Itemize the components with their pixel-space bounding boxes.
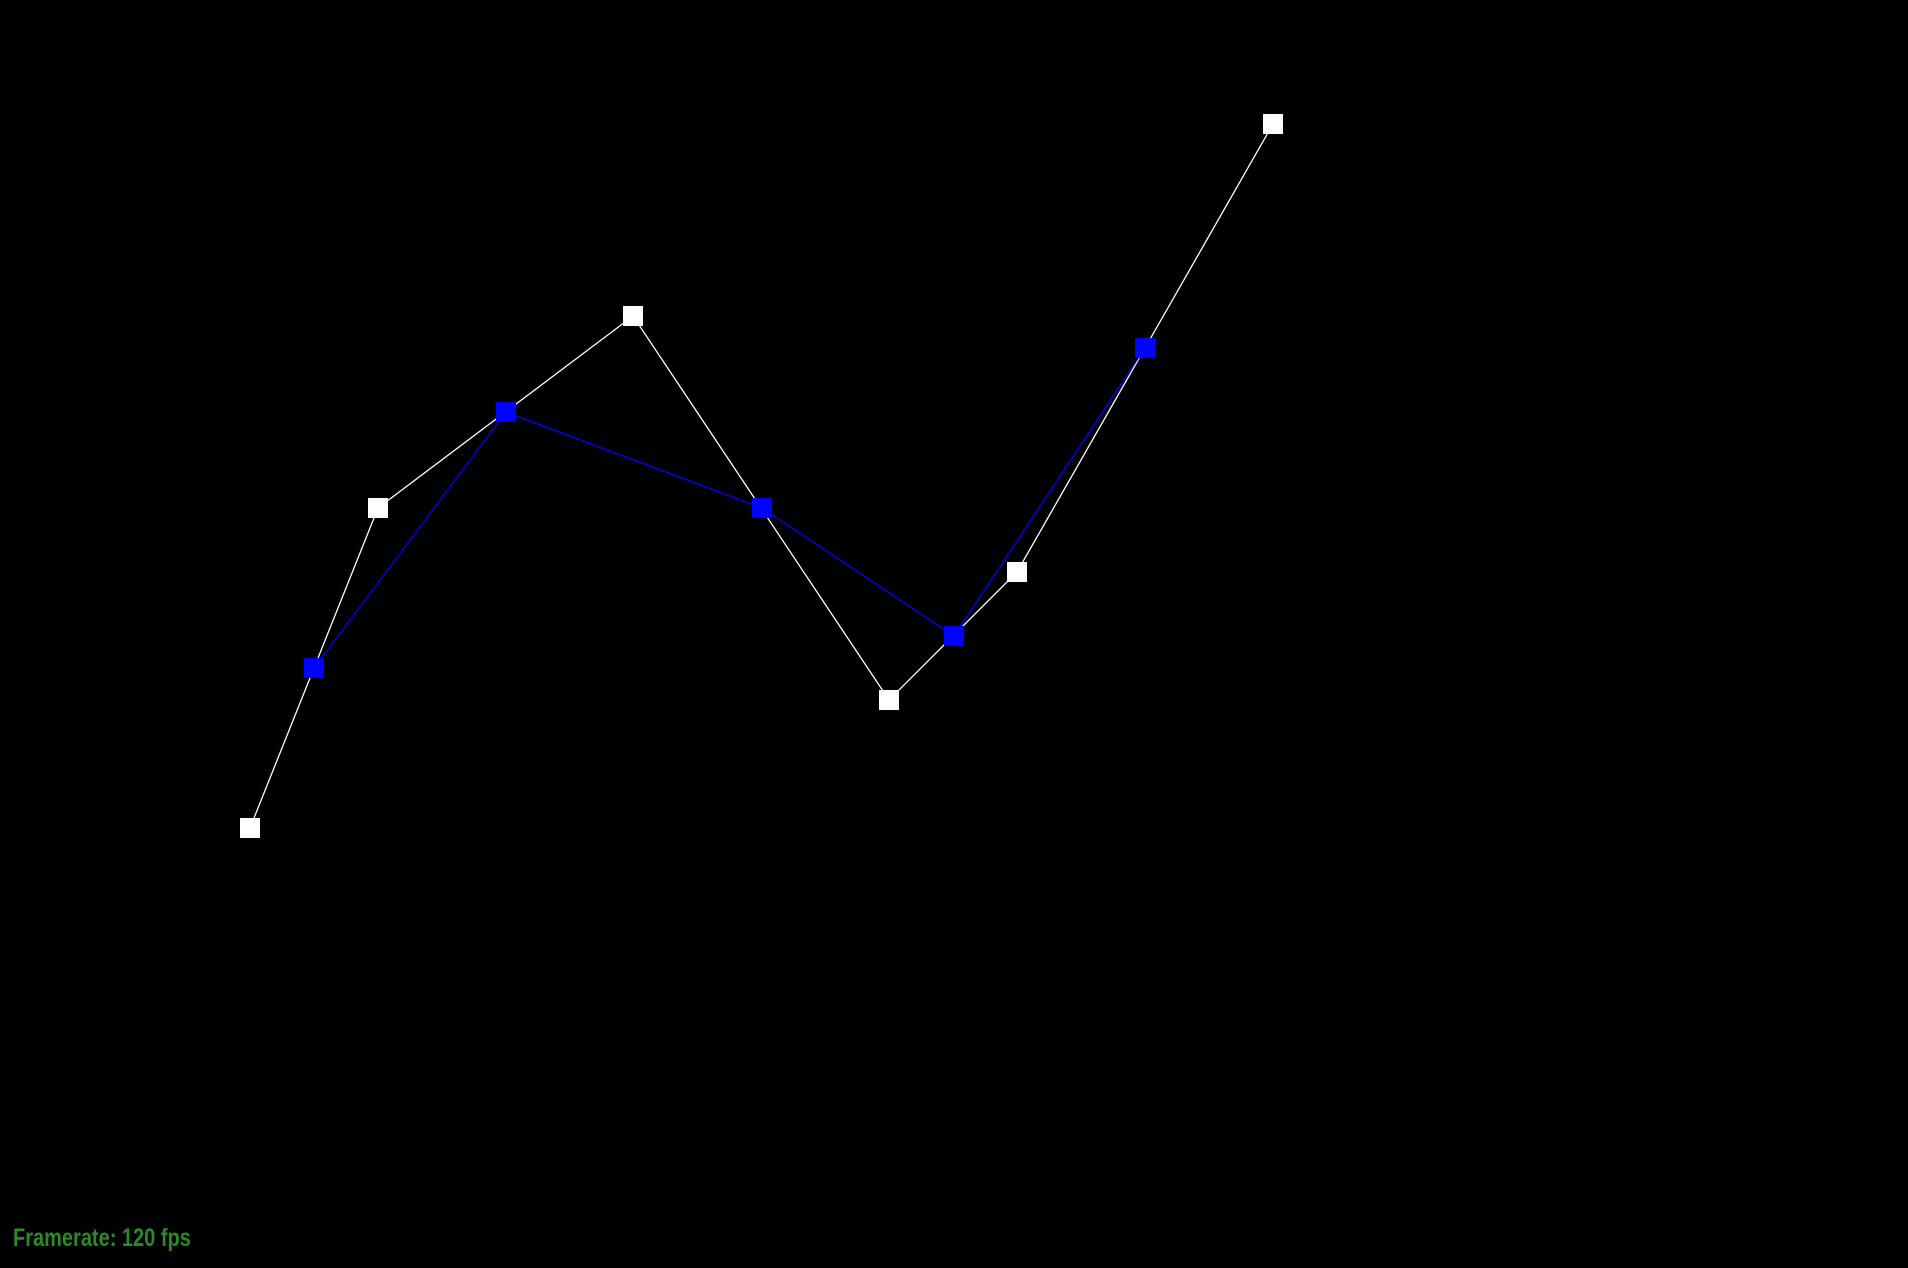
control-point-handle[interactable] [368,498,388,518]
subdivided-point[interactable] [1135,338,1155,358]
control-polygon-line [249,123,1274,829]
subdivided-point[interactable] [496,402,516,422]
subdivided-point[interactable] [944,626,964,646]
subdivided-point[interactable] [304,658,324,678]
control-point-handle[interactable] [240,818,260,838]
subdivided-polygon-line [313,347,1146,669]
control-point-handle[interactable] [1007,562,1027,582]
framerate-readout: Framerate: 120 fps [13,1224,191,1252]
control-point-handle[interactable] [623,306,643,326]
control-point-handle[interactable] [1263,114,1283,134]
control-point-handle[interactable] [879,690,899,710]
subdivided-point[interactable] [752,498,772,518]
